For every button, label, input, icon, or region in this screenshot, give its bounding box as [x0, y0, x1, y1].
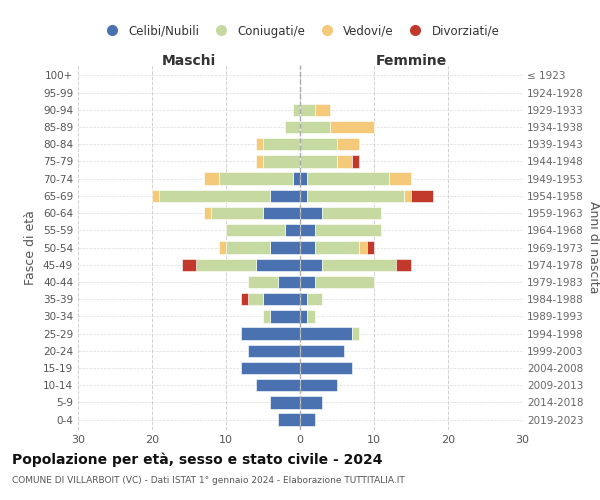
Bar	[211, 207, 263, 220]
Legend: Celibi/Nubili, Coniugati/e, Vedovi/e, Divorziati/e: Celibi/Nubili, Coniugati/e, Vedovi/e, Di…	[96, 20, 504, 42]
Bar	[271, 190, 300, 202]
Bar	[315, 276, 374, 288]
Bar	[315, 224, 382, 236]
Bar	[226, 242, 271, 254]
Bar	[248, 344, 300, 357]
Bar	[293, 104, 300, 116]
Bar	[263, 155, 300, 168]
Bar	[300, 224, 315, 236]
Bar	[329, 121, 374, 133]
Bar	[352, 328, 359, 340]
Bar	[300, 328, 352, 340]
Bar	[241, 362, 300, 374]
Bar	[271, 242, 300, 254]
Bar	[256, 138, 263, 150]
Bar	[307, 190, 404, 202]
Bar	[293, 172, 300, 185]
Bar	[300, 155, 337, 168]
Bar	[256, 155, 263, 168]
Bar	[300, 276, 315, 288]
Bar	[307, 172, 389, 185]
Bar	[300, 242, 315, 254]
Bar	[367, 242, 374, 254]
Bar	[307, 293, 322, 306]
Bar	[307, 310, 315, 322]
Bar	[218, 172, 293, 185]
Text: Femmine: Femmine	[376, 54, 446, 68]
Bar	[263, 138, 300, 150]
Bar	[226, 224, 285, 236]
Bar	[256, 258, 300, 271]
Bar	[300, 104, 315, 116]
Bar	[248, 293, 263, 306]
Text: COMUNE DI VILLARBOIT (VC) - Dati ISTAT 1° gennaio 2024 - Elaborazione TUTTITALIA: COMUNE DI VILLARBOIT (VC) - Dati ISTAT 1…	[12, 476, 405, 485]
Bar	[300, 190, 307, 202]
Bar	[152, 190, 160, 202]
Bar	[411, 190, 433, 202]
Text: Popolazione per età, sesso e stato civile - 2024: Popolazione per età, sesso e stato civil…	[12, 452, 383, 467]
Bar	[218, 242, 226, 254]
Bar	[285, 224, 300, 236]
Bar	[300, 138, 337, 150]
Bar	[285, 121, 300, 133]
Bar	[322, 207, 382, 220]
Bar	[300, 172, 307, 185]
Bar	[322, 258, 396, 271]
Bar	[337, 155, 352, 168]
Bar	[404, 190, 411, 202]
Bar	[300, 293, 307, 306]
Bar	[241, 293, 248, 306]
Bar	[263, 293, 300, 306]
Bar	[300, 379, 337, 392]
Bar	[396, 258, 411, 271]
Text: Maschi: Maschi	[162, 54, 216, 68]
Bar	[352, 155, 359, 168]
Y-axis label: Fasce di età: Fasce di età	[25, 210, 37, 285]
Bar	[389, 172, 411, 185]
Bar	[300, 121, 329, 133]
Bar	[263, 207, 300, 220]
Bar	[196, 258, 256, 271]
Bar	[271, 310, 300, 322]
Bar	[248, 276, 278, 288]
Bar	[300, 396, 322, 408]
Bar	[241, 328, 300, 340]
Bar	[204, 172, 218, 185]
Bar	[300, 414, 315, 426]
Bar	[204, 207, 211, 220]
Bar	[315, 242, 359, 254]
Bar	[300, 258, 322, 271]
Bar	[300, 310, 307, 322]
Bar	[300, 207, 322, 220]
Bar	[278, 414, 300, 426]
Bar	[300, 344, 344, 357]
Bar	[337, 138, 359, 150]
Bar	[300, 362, 352, 374]
Bar	[271, 396, 300, 408]
Bar	[256, 379, 300, 392]
Bar	[182, 258, 196, 271]
Y-axis label: Anni di nascita: Anni di nascita	[587, 201, 600, 294]
Bar	[278, 276, 300, 288]
Bar	[160, 190, 271, 202]
Bar	[359, 242, 367, 254]
Bar	[263, 310, 271, 322]
Bar	[315, 104, 329, 116]
